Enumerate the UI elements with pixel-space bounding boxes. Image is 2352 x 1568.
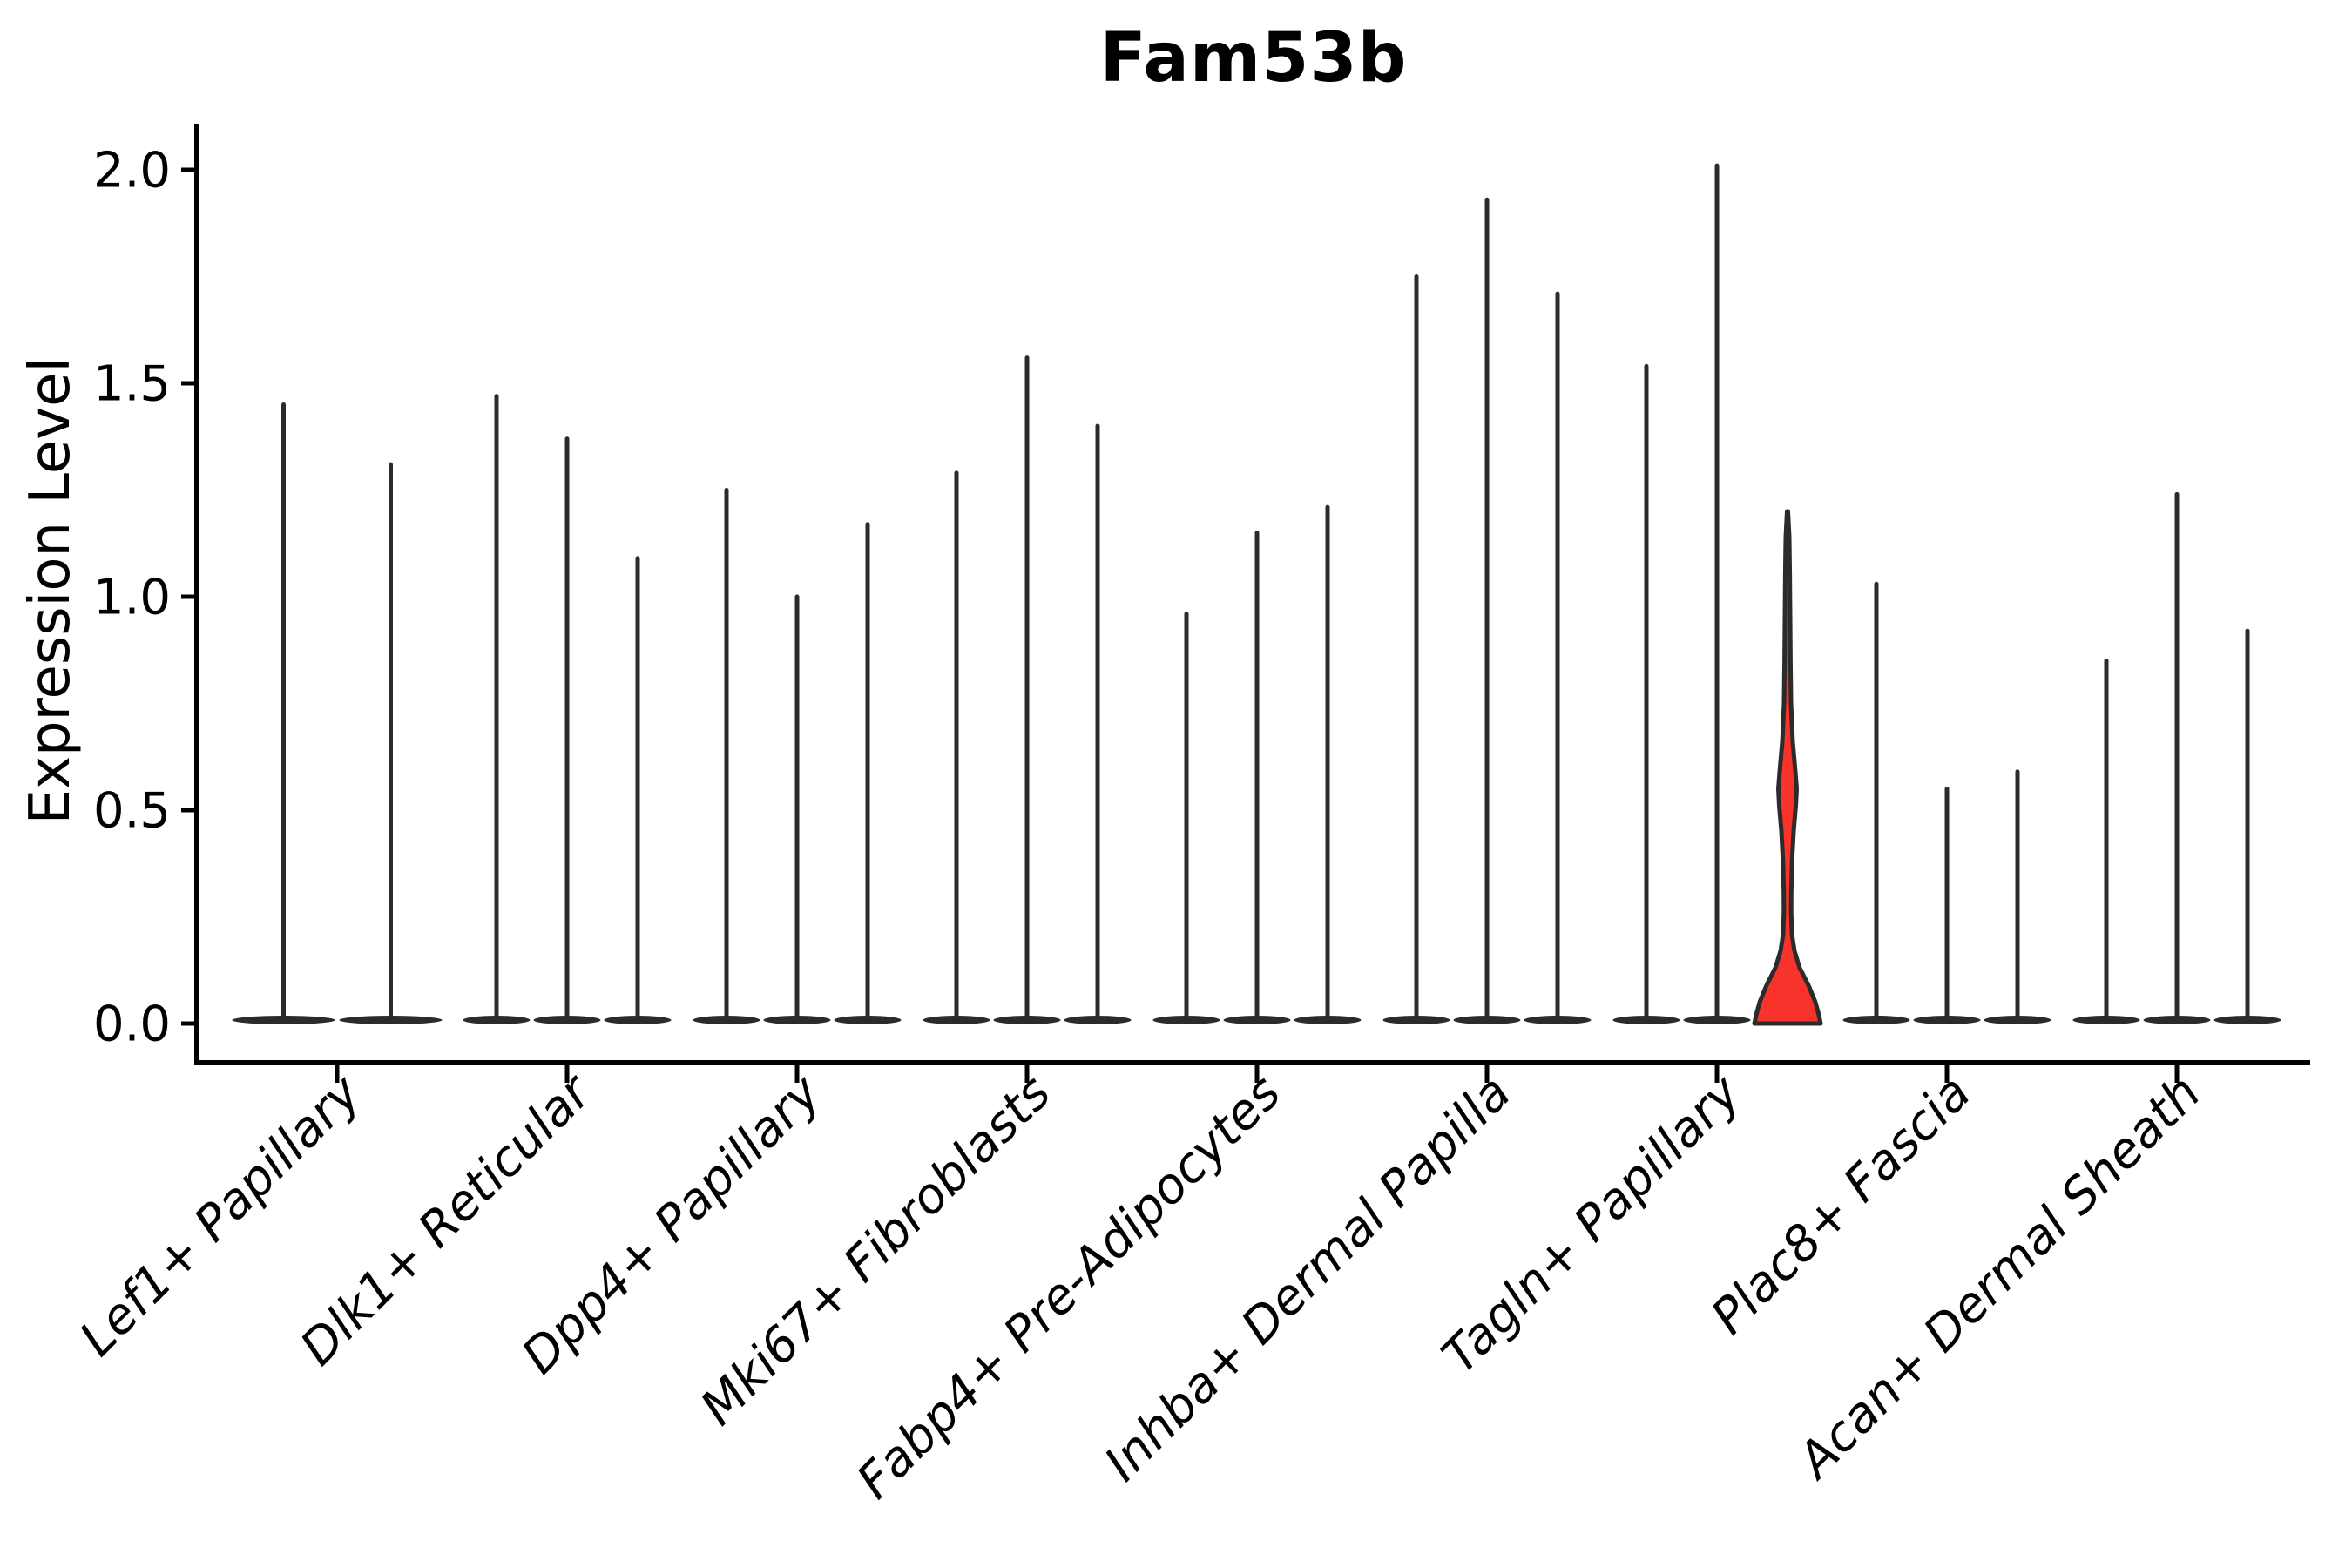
violin-group: [693, 488, 902, 1024]
y-tick-label: 1.5: [93, 356, 171, 413]
violin-group: [923, 355, 1132, 1024]
violin-group: [2072, 491, 2281, 1024]
y-tick-label: 1.0: [93, 570, 171, 626]
y-tick-label: 0.0: [93, 997, 171, 1053]
violin-group: [232, 402, 443, 1024]
highlighted-violin: [1752, 509, 1823, 1026]
violin-group: [1152, 504, 1362, 1024]
x-tick-label: Fabp4+ Pre-Adipocytes: [847, 1064, 1292, 1510]
x-tick-label: Inhba+ Dermal Papilla: [1094, 1064, 1522, 1492]
x-tick-label: Acan+ Dermal Sheath: [1786, 1064, 2212, 1490]
violin-group: [463, 394, 672, 1024]
violin-group: [1382, 197, 1592, 1024]
violin-group: [1842, 581, 2051, 1024]
y-tick-label: 2.0: [93, 143, 171, 199]
chart-title: Fam53b: [1099, 19, 1408, 98]
y-tick-label: 0.5: [93, 783, 171, 840]
violin-group: [1612, 163, 1823, 1026]
